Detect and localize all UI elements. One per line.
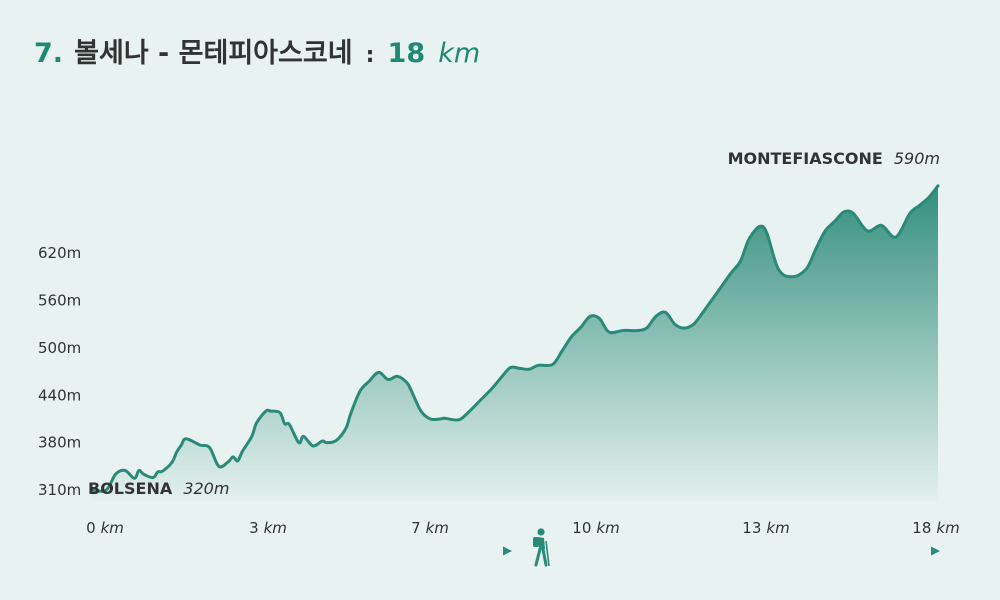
x-tick-unit: km (426, 519, 449, 537)
y-tick-label: 380m (38, 434, 81, 452)
x-tick-number: 7 (411, 519, 421, 537)
y-axis-ticks: 620m 560m 500m 440m 380m 310m (38, 244, 81, 499)
title-distance-unit: km (438, 38, 480, 69)
title-separator: : (366, 43, 375, 68)
x-tick-label: 13 km (742, 519, 789, 537)
start-annotation: BOLSENA 320m (88, 479, 229, 498)
x-tick-number: 13 (742, 519, 761, 537)
arrow-right-icon (565, 546, 940, 556)
arrow-right-icon (200, 546, 512, 556)
x-tick-unit: km (936, 519, 959, 537)
end-annotation: MONTEFIASCONE 590m (728, 149, 940, 168)
y-tick-label: 620m (38, 244, 81, 262)
x-tick-number: 10 (572, 519, 591, 537)
start-elevation: 320m (183, 479, 229, 498)
x-tick-label: 0 km (86, 519, 124, 537)
elevation-line (90, 184, 940, 493)
x-tick-label: 10 km (572, 519, 619, 537)
x-tick-label: 7 km (411, 519, 449, 537)
x-tick-number: 0 (86, 519, 96, 537)
title-distance-value: 18 (388, 38, 426, 69)
x-tick-unit: km (766, 519, 789, 537)
hiker-icon (533, 528, 550, 567)
chart-title: 7. 볼세나 - 몬테피아스코네 : 18 km (34, 38, 480, 69)
x-axis-ticks: 0 km 3 km 7 km 10 km 13 km 18 km (86, 519, 960, 537)
x-tick-unit: km (264, 519, 287, 537)
x-tick-unit: km (101, 519, 124, 537)
end-elevation: 590m (894, 149, 940, 168)
x-tick-label: 3 km (249, 519, 287, 537)
x-tick-label: 18 km (912, 519, 959, 537)
y-tick-label: 440m (38, 386, 81, 404)
x-tick-unit: km (596, 519, 619, 537)
elevation-area (92, 185, 938, 502)
title-route: 볼세나 - 몬테피아스코네 (74, 38, 352, 69)
start-name: BOLSENA (88, 479, 173, 498)
y-tick-label: 500m (38, 339, 81, 357)
y-tick-label: 560m (38, 292, 81, 310)
end-name: MONTEFIASCONE (728, 149, 883, 168)
title-number: 7. (34, 38, 63, 69)
y-tick-label: 310m (38, 481, 81, 499)
x-tick-number: 3 (249, 519, 259, 537)
x-tick-number: 18 (912, 519, 931, 537)
